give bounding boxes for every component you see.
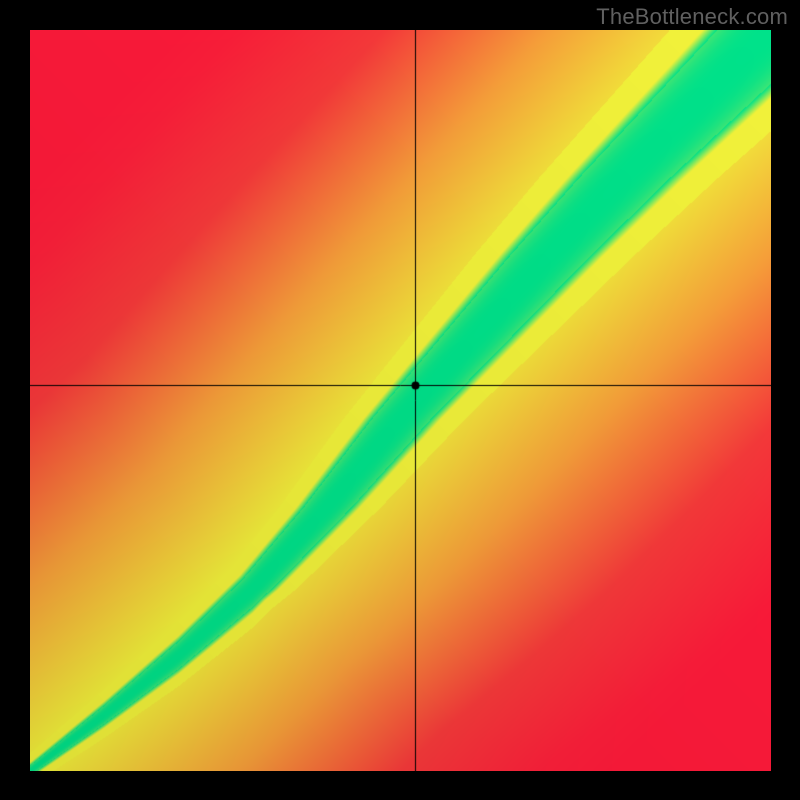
chart-container: TheBottleneck.com [0, 0, 800, 800]
watermark-text: TheBottleneck.com [596, 4, 788, 30]
heatmap-canvas [30, 30, 771, 771]
heatmap-plot [30, 30, 771, 771]
